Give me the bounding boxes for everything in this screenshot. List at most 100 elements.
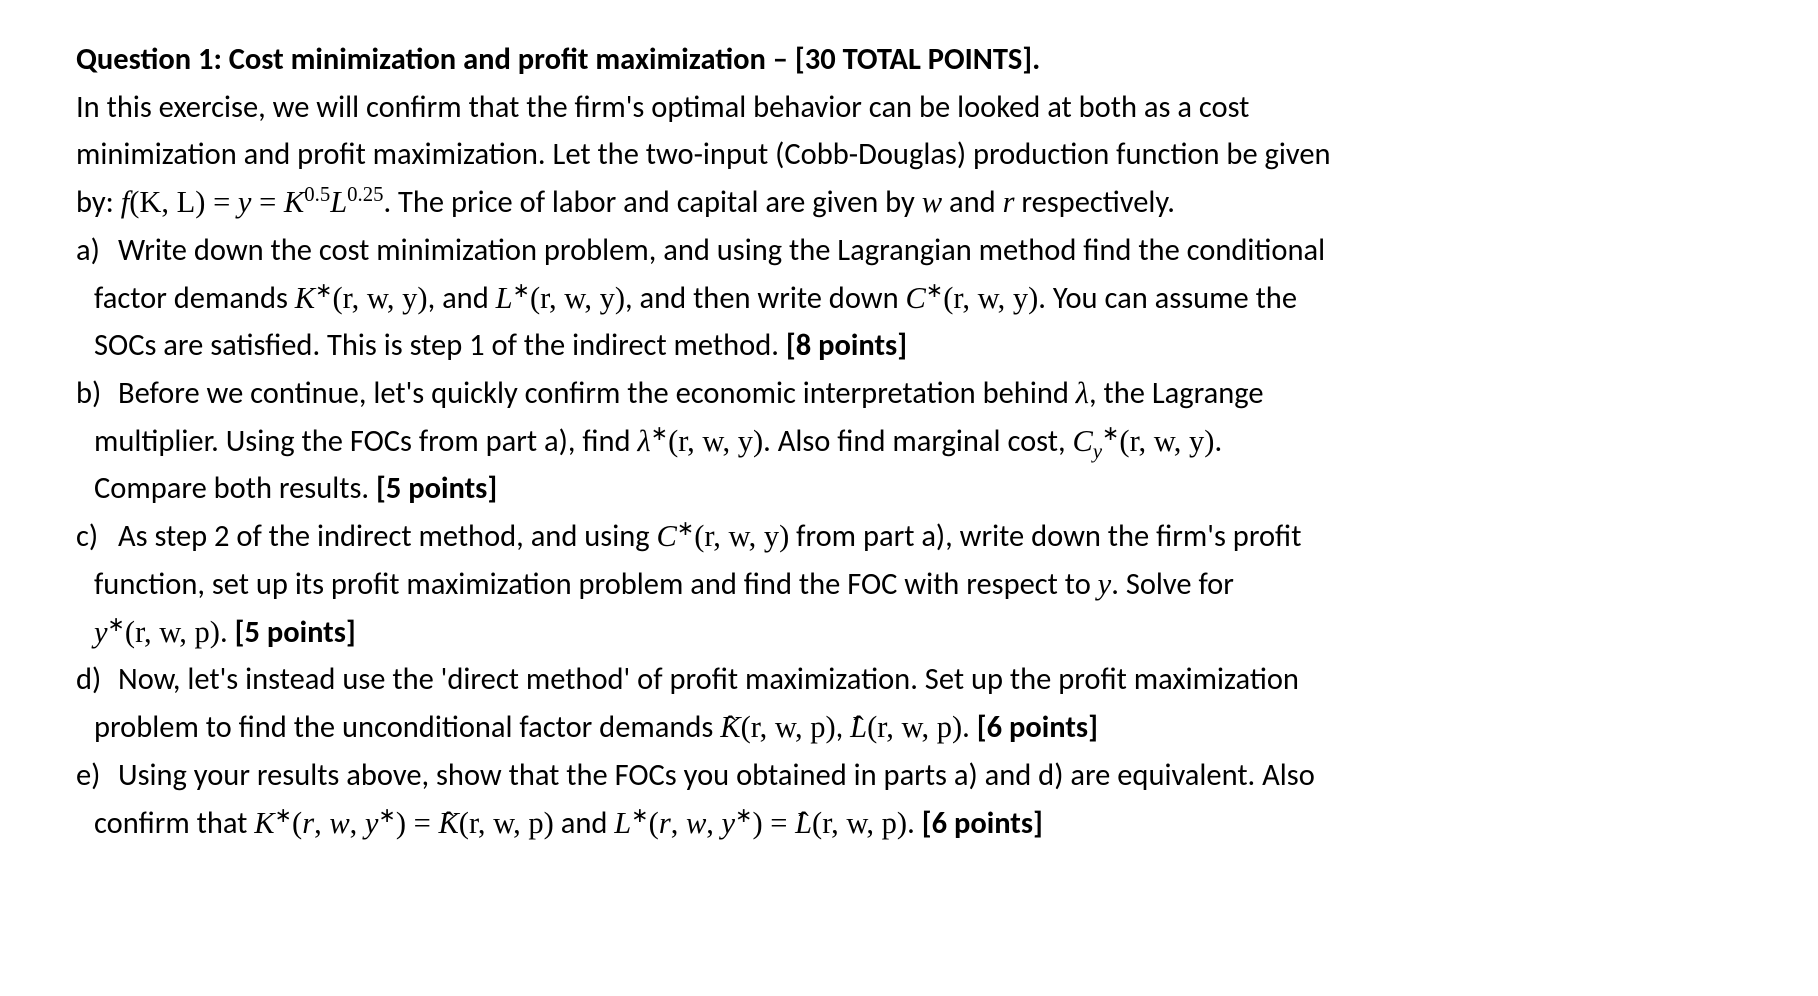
e-l2-pre: confirm that [94,805,254,842]
lamstar: λ∗ [637,424,668,458]
eq-eq1: = [205,185,237,219]
content-a: Write down the cost minimization problem… [118,227,1758,275]
c-l2: function, set up its profit maximization… [76,561,1758,609]
eq-args: (K, L) [129,185,205,219]
e-l1: Using your results above, show that the … [118,757,1315,794]
c-l1-post: from part a), write down the firm's prof… [789,518,1301,555]
Khat: K [720,704,740,752]
eq-sign-2: = [763,806,795,840]
c-l1-pre: As step 2 of the indirect method, and us… [118,518,656,555]
question-title: Question 1: Cost minimization and profit… [76,36,1758,84]
a-l3-pre: SOCs are satisfied. This is step 1 of th… [94,327,786,364]
d-l1: Now, let's instead use the 'direct metho… [118,661,1299,698]
marker-a: a) [76,227,118,275]
document-page: Question 1: Cost minimization and profit… [0,0,1818,883]
item-a: a) Write down the cost minimization prob… [76,227,1758,275]
Cstar2: C∗ [656,519,694,553]
Lstar: L∗ [496,281,530,315]
d-points: [6 points] [977,709,1098,746]
a-l2-pre: factor demands [94,280,295,317]
Kstar-e: K∗ [254,806,292,840]
a-l2-mid2: , and then write down [625,280,906,317]
content-c: As step 2 of the indirect method, and us… [118,513,1758,561]
sym-w: w [922,185,942,219]
item-d: d) Now, let's instead use the 'direct me… [76,656,1758,704]
intro-l3-post2: and [942,184,1002,221]
a-l2-mid1: , and [428,280,496,317]
ystar: y∗ [94,615,125,649]
b-l1-pre: Before we continue, let's quickly confir… [118,375,1076,412]
c-l3-post: . [220,614,235,651]
Lhat-e: L [795,800,812,848]
b-l2: multiplier. Using the FOCs from part a),… [76,418,1758,466]
eq-f: f [121,185,129,219]
eq-L: L0.25 [330,185,383,219]
lamstar-args: (r, w, y) [668,424,763,458]
c-l2-post: . Solve for [1111,566,1234,603]
Lhat-e-args: (r, w, p) [812,806,907,840]
b-l2-mid: . Also find marginal cost, [763,423,1072,460]
d-l2-pre: problem to find the unconditional factor… [94,709,720,746]
sym-lambda: λ [1076,376,1089,410]
c-l2-text: function, set up its profit maximization… [94,566,1098,603]
d-l2: problem to find the unconditional factor… [76,704,1758,752]
Lstar-args: (r, w, y) [530,281,625,315]
b-l2-pre: multiplier. Using the FOCs from part a),… [94,423,637,460]
b-l2-post: . [1214,423,1222,460]
eq-K: K0.5 [284,185,330,219]
Kstar-args: (r, w, y) [333,281,428,315]
a-l1: Write down the cost minimization problem… [118,232,1325,269]
Cy-args: (r, w, y) [1119,424,1214,458]
item-e: e) Using your results above, show that t… [76,752,1758,800]
marker-d: d) [76,656,118,704]
sym-y: y [1098,567,1112,601]
eq-y: y [238,185,252,219]
a-points: [8 points] [786,327,907,364]
Cy: Cy∗ [1072,424,1119,458]
intro-l3-post1: . The price of labor and capital are giv… [383,184,921,221]
intro-line-1: In this exercise, we will confirm that t… [76,84,1758,132]
e-l2-mid: and [554,805,614,842]
b-points: [5 points] [376,470,497,507]
ystar-args: (r, w, p) [125,615,220,649]
Cstar: C∗ [906,281,944,315]
eq-eq2: = [251,185,283,219]
marker-b: b) [76,370,118,418]
d-l2-mid: , [836,709,851,746]
e-points: [6 points] [922,805,1043,842]
title-text: Question 1: Cost minimization and profit… [76,41,1040,78]
c-l3: y∗(r, w, p). [5 points] [76,609,1758,657]
eq-sign-1: = [406,806,438,840]
b-l1-post: , the Lagrange [1089,375,1264,412]
content-e: Using your results above, show that the … [118,752,1758,800]
d-l2-post: . [962,709,977,746]
intro-l3-post3: respectively. [1014,184,1174,221]
a-l3: SOCs are satisfied. This is step 1 of th… [76,322,1758,370]
Khat-args: (r, w, p) [741,710,836,744]
Lstar-e-args: (r, w, y∗) [649,806,763,840]
Cstar2-args: (r, w, y) [694,519,789,553]
intro-line-2: minimization and profit maximization. Le… [76,131,1758,179]
Kstar: K∗ [295,281,333,315]
item-b: b) Before we continue, let's quickly con… [76,370,1758,418]
intro-line-3: by: f(K, L) = y = K0.5L0.25. The price o… [76,179,1758,227]
Khat-e: K [438,800,458,848]
Khat-e-args: (r, w, p) [459,806,554,840]
b-l3: Compare both results. [5 points] [76,465,1758,513]
Lstar-e: L∗ [614,806,648,840]
marker-c: c) [76,513,118,561]
e-l2-post: . [907,805,922,842]
Lhat-args: (r, w, p) [867,710,962,744]
intro-l3-pre: by: [76,184,121,221]
marker-e: e) [76,752,118,800]
content-b: Before we continue, let's quickly confir… [118,370,1758,418]
Cstar-args: (r, w, y) [943,281,1038,315]
Lhat: L [850,704,867,752]
c-points: [5 points] [235,614,356,651]
sym-r: r [1003,185,1015,219]
item-c: c) As step 2 of the indirect method, and… [76,513,1758,561]
Kstar-e-args: (r, w, y∗) [292,806,406,840]
a-l2: factor demands K∗(r, w, y), and L∗(r, w,… [76,275,1758,323]
a-l2-post: . You can assume the [1038,280,1297,317]
content-d: Now, let's instead use the 'direct metho… [118,656,1758,704]
